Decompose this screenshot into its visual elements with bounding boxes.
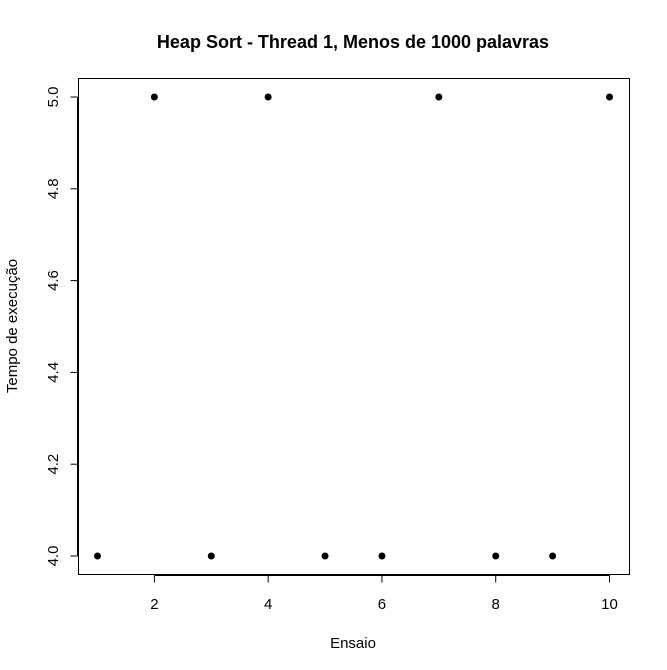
data-point	[492, 552, 500, 560]
y-axis-label: Tempo de execução	[4, 259, 21, 393]
data-point	[606, 93, 613, 101]
data-point	[435, 93, 443, 101]
x-tick-label: 4	[264, 596, 272, 613]
data-point	[264, 93, 272, 101]
plot-frame	[78, 78, 630, 575]
data-point	[378, 552, 386, 560]
y-tick-label: 4.6	[45, 270, 62, 291]
x-tick-label: 2	[150, 596, 158, 613]
y-tick-label: 5.0	[45, 87, 62, 108]
y-tick-label: 4.0	[45, 546, 62, 567]
data-point	[94, 552, 101, 560]
data-point	[207, 552, 215, 560]
y-tick-label: 4.4	[45, 362, 62, 383]
y-axis: 4.0 4.2 4.4 4.6 4.8 5.0	[45, 87, 78, 567]
data-point	[321, 552, 329, 560]
data-point	[549, 552, 557, 560]
y-tick-label: 4.2	[45, 454, 62, 475]
x-axis: 2 4 6 8 10	[150, 575, 618, 613]
data-point	[150, 93, 158, 101]
x-tick-label: 10	[601, 596, 618, 613]
x-tick-label: 6	[378, 596, 386, 613]
data-points	[94, 93, 613, 560]
chart-title: Heap Sort - Thread 1, Menos de 1000 pala…	[157, 32, 549, 52]
y-tick-label: 4.8	[45, 178, 62, 199]
x-tick-label: 8	[492, 596, 500, 613]
x-axis-label: Ensaio	[330, 635, 376, 652]
